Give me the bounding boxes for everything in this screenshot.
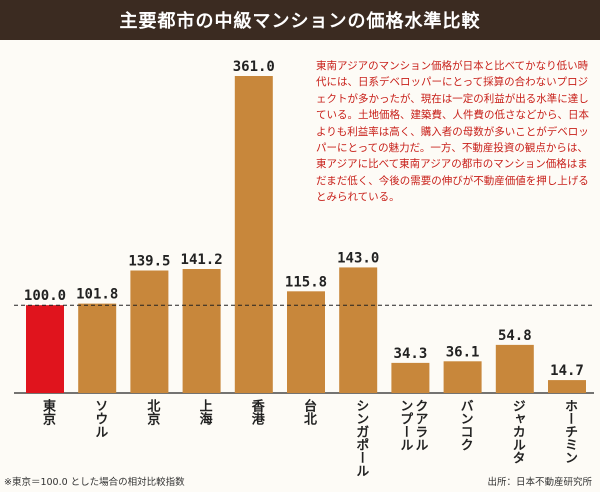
source-note: 出所：日本不動産研究所 bbox=[487, 477, 592, 488]
category-label-1: ソウル bbox=[92, 399, 108, 438]
value-label-6: 143.0 bbox=[337, 250, 379, 266]
value-label-2: 139.5 bbox=[128, 254, 170, 270]
value-label-1: 101.8 bbox=[76, 287, 118, 303]
value-label-10: 14.7 bbox=[550, 363, 584, 379]
category-label-0: 東京 bbox=[40, 399, 55, 425]
footnote: ※東京＝100.0 とした場合の相対比較指数 bbox=[4, 477, 185, 488]
category-label-4: 香港 bbox=[248, 399, 264, 425]
bar-5 bbox=[287, 291, 325, 393]
value-label-3: 141.2 bbox=[181, 252, 223, 268]
value-label-9: 54.8 bbox=[498, 328, 532, 344]
title-bar: 主要都市の中級マンションの価格水準比較 bbox=[0, 0, 600, 40]
category-label-6: シンガポール bbox=[353, 399, 369, 477]
value-label-0: 100.0 bbox=[24, 288, 66, 304]
category-label-5: 台北 bbox=[301, 399, 316, 425]
bar-4 bbox=[234, 76, 273, 393]
category-label-2: 北京 bbox=[144, 399, 160, 425]
value-label-7: 34.3 bbox=[394, 346, 428, 362]
bar-7 bbox=[391, 362, 430, 393]
bar-9 bbox=[495, 344, 534, 393]
bar-8 bbox=[443, 361, 482, 393]
category-label-7: クアラル ンプール bbox=[397, 399, 428, 451]
annotation-text: 東南アジアのマンション価格が日本と比べてかなり低い時代には、日系デベロッパーにと… bbox=[316, 60, 589, 204]
value-label-5: 115.8 bbox=[285, 274, 327, 290]
category-label-10: ホーチミン bbox=[562, 399, 577, 464]
bar-1 bbox=[78, 303, 117, 393]
category-label-3: 上海 bbox=[196, 399, 212, 425]
bar-10 bbox=[548, 380, 586, 393]
category-label-9: ジャカルタ bbox=[509, 399, 525, 464]
chart-title: 主要都市の中級マンションの価格水準比較 bbox=[119, 11, 481, 32]
bar-2 bbox=[130, 270, 169, 393]
bar-6 bbox=[339, 267, 378, 393]
bar-3 bbox=[182, 269, 221, 393]
bar-0 bbox=[26, 305, 64, 393]
value-label-8: 36.1 bbox=[446, 344, 480, 360]
category-label-8: バンコク bbox=[457, 399, 473, 451]
value-label-4: 361.0 bbox=[233, 59, 275, 75]
